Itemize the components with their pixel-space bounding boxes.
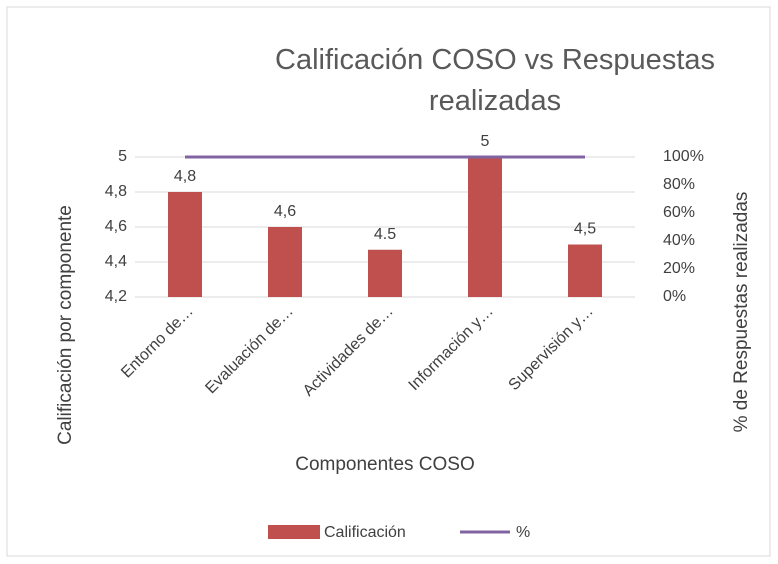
legend-label: Calificación (324, 524, 406, 541)
bar (168, 192, 202, 297)
data-label: 4,8 (174, 168, 196, 185)
y2-tick-label: 20% (663, 260, 695, 277)
y-tick-label: 4,8 (105, 183, 127, 200)
y2-tick-label: 80% (663, 176, 695, 193)
y2-tick-label: 0% (663, 288, 686, 305)
y-tick-label: 5 (118, 148, 127, 165)
y-axis-label: Calificación por componente (55, 205, 76, 445)
data-label: 4,5 (574, 221, 596, 238)
y-tick-label: 4,4 (105, 253, 127, 270)
y-tick-label: 4,6 (105, 218, 127, 235)
legend-swatch (268, 525, 320, 539)
y2-tick-label: 100% (663, 148, 704, 165)
data-label: 4,6 (274, 203, 296, 220)
chart-title: Calificación COSO vs Respuestas realizad… (275, 44, 715, 117)
bar (468, 157, 502, 297)
y2-tick-label: 40% (663, 232, 695, 249)
x-axis-label: Componentes COSO (295, 454, 475, 475)
data-label: 5 (481, 133, 490, 150)
y-tick-label: 4,2 (105, 288, 127, 305)
y2-axis-label: % de Respuestas realizadas (731, 192, 752, 433)
y2-tick-label: 60% (663, 204, 695, 221)
data-label: 4.5 (374, 226, 396, 243)
legend-label: % (516, 524, 530, 541)
bar (368, 249, 402, 297)
bar (268, 227, 302, 297)
bar (568, 244, 602, 297)
